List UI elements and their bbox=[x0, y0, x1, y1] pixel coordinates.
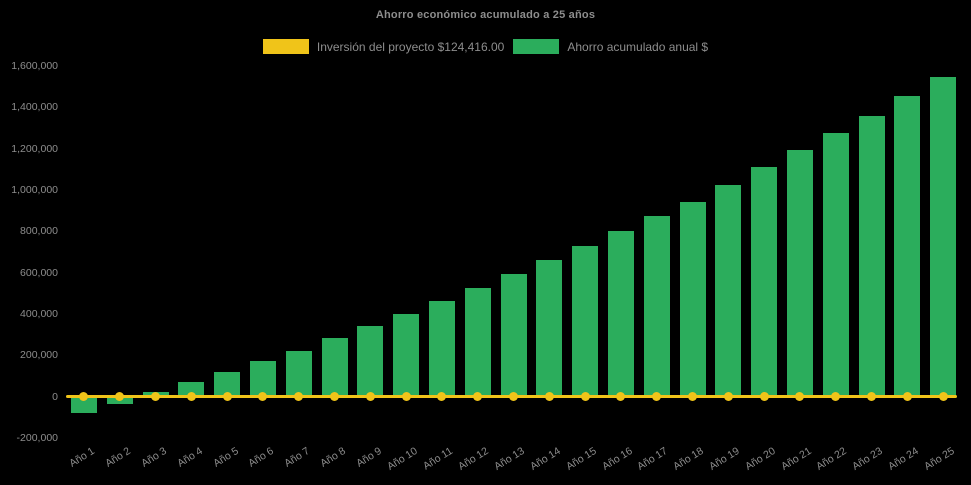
bar-año-19[interactable] bbox=[715, 185, 742, 397]
y-axis-tick-label: 1,600,000 bbox=[11, 60, 58, 72]
y-axis-tick-label: 1,000,000 bbox=[11, 184, 58, 196]
legend-item-investment[interactable]: Inversión del proyecto $124,416.00 bbox=[262, 39, 505, 54]
investment-point-año-16[interactable] bbox=[616, 392, 626, 402]
x-axis-label-24: Año 24 bbox=[886, 445, 921, 473]
investment-point-año-9[interactable] bbox=[365, 392, 375, 402]
investment-point-año-21[interactable] bbox=[795, 392, 805, 402]
x-axis-label-14: Año 14 bbox=[528, 445, 563, 473]
bar-año-12[interactable] bbox=[464, 287, 491, 397]
x-axis-label-5: Año 5 bbox=[210, 445, 241, 470]
bar-año-13[interactable] bbox=[500, 274, 527, 397]
x-axis-label-15: Año 15 bbox=[563, 445, 599, 473]
investment-point-año-25[interactable] bbox=[938, 392, 948, 402]
investment-point-año-17[interactable] bbox=[652, 392, 662, 402]
x-axis-label-16: Año 16 bbox=[599, 445, 635, 473]
investment-point-año-14[interactable] bbox=[544, 392, 554, 402]
investment-legend-swatch bbox=[262, 39, 309, 54]
bar-año-9[interactable] bbox=[357, 326, 384, 397]
y-axis-tick-label: 1,200,000 bbox=[11, 142, 58, 155]
bar-año-14[interactable] bbox=[536, 260, 563, 397]
investment-point-año-4[interactable] bbox=[186, 392, 196, 402]
y-axis-tick-label: 800,000 bbox=[20, 225, 58, 238]
savings-legend-label: Ahorro acumulado anual $ bbox=[567, 39, 709, 54]
investment-point-año-1[interactable] bbox=[79, 392, 89, 402]
bar-año-6[interactable] bbox=[249, 361, 276, 397]
investment-legend-label: Inversión del proyecto $124,416.00 bbox=[316, 39, 505, 54]
x-axis-label-13: Año 13 bbox=[492, 445, 527, 473]
bar-año-8[interactable] bbox=[321, 338, 348, 397]
bar-año-20[interactable] bbox=[751, 167, 778, 397]
investment-point-año-7[interactable] bbox=[294, 392, 304, 402]
x-axis-label-9: Año 9 bbox=[354, 445, 384, 470]
bar-año-24[interactable] bbox=[894, 95, 921, 397]
investment-point-año-23[interactable] bbox=[867, 392, 876, 402]
x-axis-label-20: Año 20 bbox=[742, 445, 778, 473]
x-axis-label-25: Año 25 bbox=[921, 445, 957, 473]
investment-point-año-12[interactable] bbox=[473, 392, 483, 402]
bar-año-15[interactable] bbox=[572, 245, 599, 397]
y-axis-tick-label: 600,000 bbox=[20, 266, 58, 279]
bar-año-17[interactable] bbox=[643, 216, 670, 397]
bar-año-16[interactable] bbox=[607, 231, 634, 397]
x-axis-label-7: Año 7 bbox=[282, 445, 313, 470]
y-axis-tick-label: -200,000 bbox=[16, 432, 58, 444]
chart-legend: Inversión del proyecto $124,416.00 Ahorr… bbox=[0, 39, 971, 54]
bar-año-11[interactable] bbox=[428, 300, 455, 397]
chart-title: Ahorro económico acumulado a 25 años bbox=[375, 9, 596, 21]
investment-point-año-13[interactable] bbox=[509, 392, 518, 402]
investment-point-año-6[interactable] bbox=[258, 392, 268, 402]
investment-point-año-3[interactable] bbox=[151, 392, 160, 402]
bar-año-4[interactable] bbox=[178, 382, 205, 397]
x-axis-label-11: Año 11 bbox=[421, 445, 456, 473]
y-axis-tick-label: 1,400,000 bbox=[11, 101, 58, 114]
savings-legend-swatch bbox=[513, 39, 560, 54]
bar-año-1[interactable] bbox=[70, 396, 97, 413]
investment-point-año-22[interactable] bbox=[831, 392, 841, 402]
bar-año-23[interactable] bbox=[858, 115, 885, 397]
x-axis-label-2: Año 2 bbox=[103, 445, 134, 470]
investment-point-año-2[interactable] bbox=[115, 392, 125, 402]
investment-point-año-19[interactable] bbox=[723, 392, 733, 402]
investment-point-año-11[interactable] bbox=[437, 392, 447, 402]
bar-año-7[interactable] bbox=[285, 350, 312, 397]
y-axis-tick-label: 200,000 bbox=[20, 349, 58, 362]
bar-año-25[interactable] bbox=[930, 77, 957, 397]
investment-point-año-18[interactable] bbox=[688, 392, 697, 402]
x-axis-label-1: Año 1 bbox=[67, 445, 98, 470]
x-axis-label-17: Año 17 bbox=[635, 445, 671, 473]
x-axis-label-21: Año 21 bbox=[778, 445, 814, 473]
investment-point-año-10[interactable] bbox=[401, 392, 411, 402]
x-axis-label-19: Año 19 bbox=[707, 445, 742, 473]
investment-point-año-15[interactable] bbox=[580, 392, 590, 402]
investment-point-año-8[interactable] bbox=[330, 392, 339, 402]
x-axis-label-3: Año 3 bbox=[139, 445, 169, 470]
y-axis-tick-label: 400,000 bbox=[20, 308, 58, 320]
x-axis-label-22: Año 22 bbox=[814, 445, 850, 473]
legend-item-savings[interactable]: Ahorro acumulado anual $ bbox=[513, 39, 708, 54]
x-axis-label-8: Año 8 bbox=[318, 445, 348, 470]
bar-año-10[interactable] bbox=[393, 314, 420, 397]
bar-año-21[interactable] bbox=[786, 149, 813, 397]
investment-point-año-24[interactable] bbox=[902, 392, 912, 402]
x-axis-label-4: Año 4 bbox=[175, 445, 205, 470]
x-axis-label-6: Año 6 bbox=[246, 445, 277, 470]
investment-point-año-5[interactable] bbox=[222, 392, 232, 402]
x-axis-label-10: Año 10 bbox=[384, 445, 420, 473]
x-axis-label-12: Año 12 bbox=[456, 445, 492, 473]
bar-año-22[interactable] bbox=[822, 133, 849, 397]
x-axis-label-23: Año 23 bbox=[850, 445, 885, 473]
investment-point-año-20[interactable] bbox=[759, 392, 769, 402]
y-axis-tick-label: 0 bbox=[52, 390, 58, 403]
bar-año-18[interactable] bbox=[679, 201, 706, 397]
x-axis-label-18: Año 18 bbox=[671, 445, 706, 473]
